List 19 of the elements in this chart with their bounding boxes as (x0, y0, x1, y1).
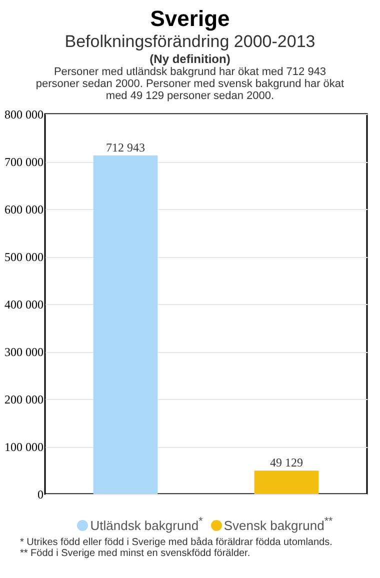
y-tick-label: 100 000 (4, 440, 44, 454)
legend-label: Svensk bakgrund$^{**}$ (222, 516, 333, 534)
data-label: 712 943 (106, 140, 145, 154)
legend-label: Utländsk bakgrund$^{*}$ (89, 516, 203, 534)
y-tick-label: 500 000 (4, 250, 44, 264)
y-tick-label: 300 000 (4, 345, 44, 359)
data-label: 49 129 (270, 456, 303, 470)
y-tick-label: 400 000 (4, 298, 44, 312)
text: ** Född i Sverige med minst en svenskfödd förälder. (20, 548, 252, 560)
y-tick-label: 800 000 (4, 108, 44, 122)
text: Personer med utländsk bakgrund har ökat med 712 943 personer sedan 2000. Personer med svensk bakgrund har ökat med 49 129 personer sedan 2000. (34, 66, 346, 102)
text: * Utrikes född eller född i Sverige med båda föräldrar födda utomlands. (20, 537, 334, 548)
chart-title: Sverige (149, 6, 231, 32)
chart-subtitle: Befolkningsförändring 2000-2013 (64, 32, 316, 52)
y-tick-label: 600 000 (4, 202, 44, 216)
y-tick-label: 200 000 (4, 392, 44, 406)
y-tick-label: 0 (38, 488, 44, 502)
y-tick-label: 700 000 (4, 155, 44, 169)
text: (Ny definition) (148, 52, 232, 66)
